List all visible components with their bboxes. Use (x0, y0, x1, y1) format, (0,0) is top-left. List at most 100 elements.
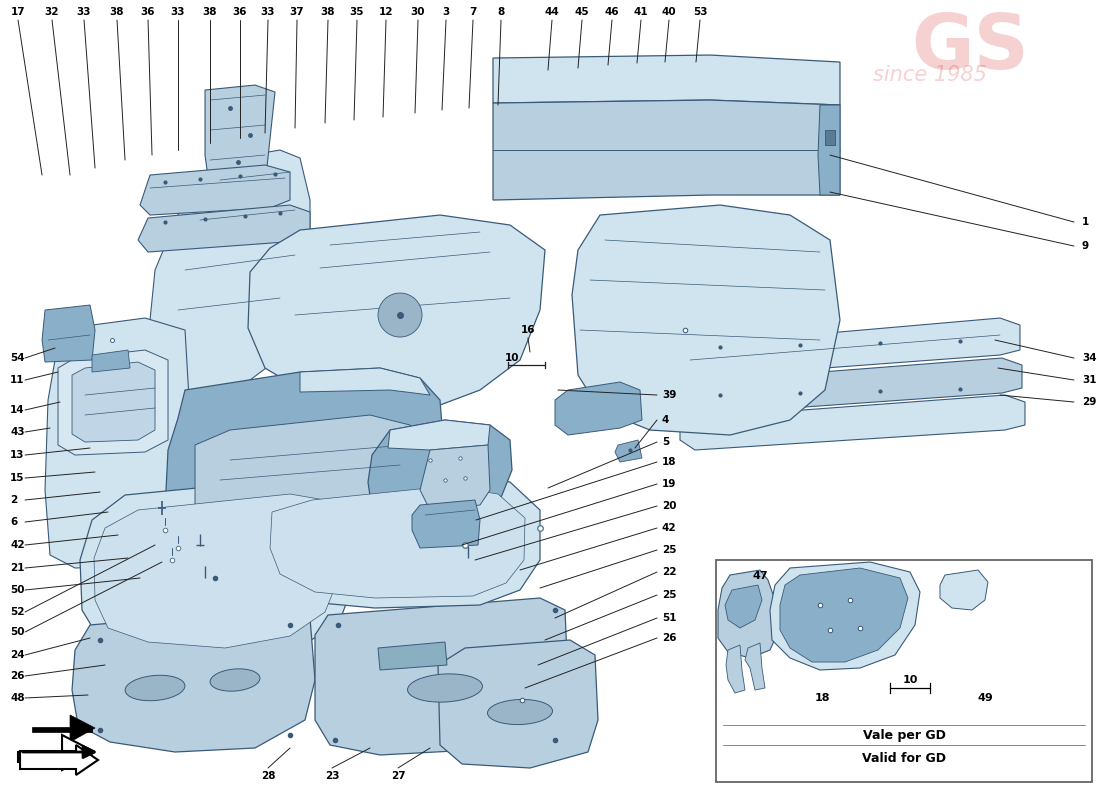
Polygon shape (32, 727, 92, 732)
Text: 9: 9 (1082, 241, 1089, 251)
Text: 1: 1 (1082, 217, 1089, 227)
Text: 33: 33 (170, 7, 185, 17)
Polygon shape (556, 382, 642, 435)
FancyArrow shape (20, 745, 98, 775)
Polygon shape (718, 570, 780, 658)
Polygon shape (270, 486, 525, 598)
Polygon shape (726, 645, 745, 693)
Polygon shape (825, 130, 835, 145)
Polygon shape (493, 55, 840, 105)
Text: 53: 53 (693, 7, 707, 17)
Ellipse shape (125, 675, 185, 701)
Text: 10: 10 (505, 353, 519, 363)
Text: 37: 37 (289, 7, 305, 17)
Polygon shape (745, 643, 764, 690)
Text: 12: 12 (378, 7, 394, 17)
Text: 19: 19 (662, 479, 676, 489)
Text: 33: 33 (77, 7, 91, 17)
Polygon shape (258, 472, 540, 608)
Text: 44: 44 (544, 7, 560, 17)
Text: 2: 2 (10, 495, 18, 505)
Text: Valid for GD: Valid for GD (862, 751, 946, 765)
Text: 36: 36 (233, 7, 248, 17)
Polygon shape (45, 318, 192, 568)
Polygon shape (378, 642, 447, 670)
Text: 33: 33 (261, 7, 275, 17)
Text: 21: 21 (10, 563, 24, 573)
Ellipse shape (210, 669, 260, 691)
Polygon shape (248, 215, 544, 408)
Text: 22: 22 (662, 567, 676, 577)
Polygon shape (572, 205, 840, 435)
Polygon shape (72, 608, 315, 752)
Text: 52: 52 (10, 607, 24, 617)
Text: Vale per GD: Vale per GD (862, 729, 945, 742)
Polygon shape (680, 395, 1025, 450)
Text: 43: 43 (10, 427, 24, 437)
Text: 5: 5 (662, 437, 669, 447)
Polygon shape (725, 585, 762, 628)
Ellipse shape (487, 699, 552, 725)
Polygon shape (420, 445, 490, 510)
Text: 39: 39 (662, 390, 676, 400)
Text: a diagram from parts: a diagram from parts (163, 556, 458, 584)
Text: 4: 4 (662, 415, 670, 425)
Text: 16: 16 (520, 325, 536, 335)
Text: 50: 50 (10, 585, 24, 595)
Polygon shape (58, 350, 168, 455)
Text: 3: 3 (442, 7, 450, 17)
Polygon shape (92, 350, 130, 372)
Text: 14: 14 (10, 405, 24, 415)
Text: 24: 24 (10, 650, 24, 660)
Polygon shape (412, 500, 480, 548)
Polygon shape (388, 420, 490, 450)
Text: 11: 11 (10, 375, 24, 385)
Polygon shape (165, 368, 446, 600)
FancyBboxPatch shape (716, 560, 1092, 782)
Polygon shape (818, 105, 840, 195)
Text: 13: 13 (10, 450, 24, 460)
Text: 6: 6 (10, 517, 18, 527)
Polygon shape (148, 150, 310, 395)
Text: since 1985: since 1985 (873, 65, 987, 85)
Text: 7: 7 (470, 7, 476, 17)
Circle shape (378, 293, 422, 337)
Text: GS: GS (911, 11, 1028, 85)
Polygon shape (675, 318, 1020, 378)
Polygon shape (315, 598, 568, 755)
Text: 38: 38 (202, 7, 218, 17)
Polygon shape (300, 368, 430, 395)
Text: 28: 28 (261, 771, 275, 781)
Polygon shape (18, 735, 95, 770)
Polygon shape (368, 420, 512, 530)
Polygon shape (195, 415, 410, 520)
Text: 29: 29 (1082, 397, 1097, 407)
Text: 51: 51 (662, 613, 676, 623)
Polygon shape (770, 562, 920, 670)
Text: 50: 50 (10, 627, 24, 637)
Text: 17: 17 (11, 7, 25, 17)
Text: 49: 49 (977, 693, 993, 703)
Text: 41: 41 (634, 7, 648, 17)
Polygon shape (42, 305, 95, 362)
Polygon shape (615, 440, 642, 462)
Text: 42: 42 (662, 523, 676, 533)
Text: 26: 26 (662, 633, 676, 643)
Polygon shape (18, 752, 62, 762)
Text: 30: 30 (410, 7, 426, 17)
Text: 25: 25 (662, 590, 676, 600)
Text: 10: 10 (902, 675, 917, 685)
Ellipse shape (408, 674, 483, 702)
Polygon shape (493, 100, 840, 200)
Polygon shape (780, 568, 908, 662)
Text: 20: 20 (662, 501, 676, 511)
Polygon shape (72, 362, 155, 442)
Polygon shape (940, 570, 988, 610)
Polygon shape (678, 358, 1022, 415)
Text: 27: 27 (390, 771, 405, 781)
Polygon shape (94, 494, 338, 648)
Text: 54: 54 (10, 353, 24, 363)
Text: 26: 26 (10, 671, 24, 681)
Text: 38: 38 (110, 7, 124, 17)
Text: 25: 25 (662, 545, 676, 555)
